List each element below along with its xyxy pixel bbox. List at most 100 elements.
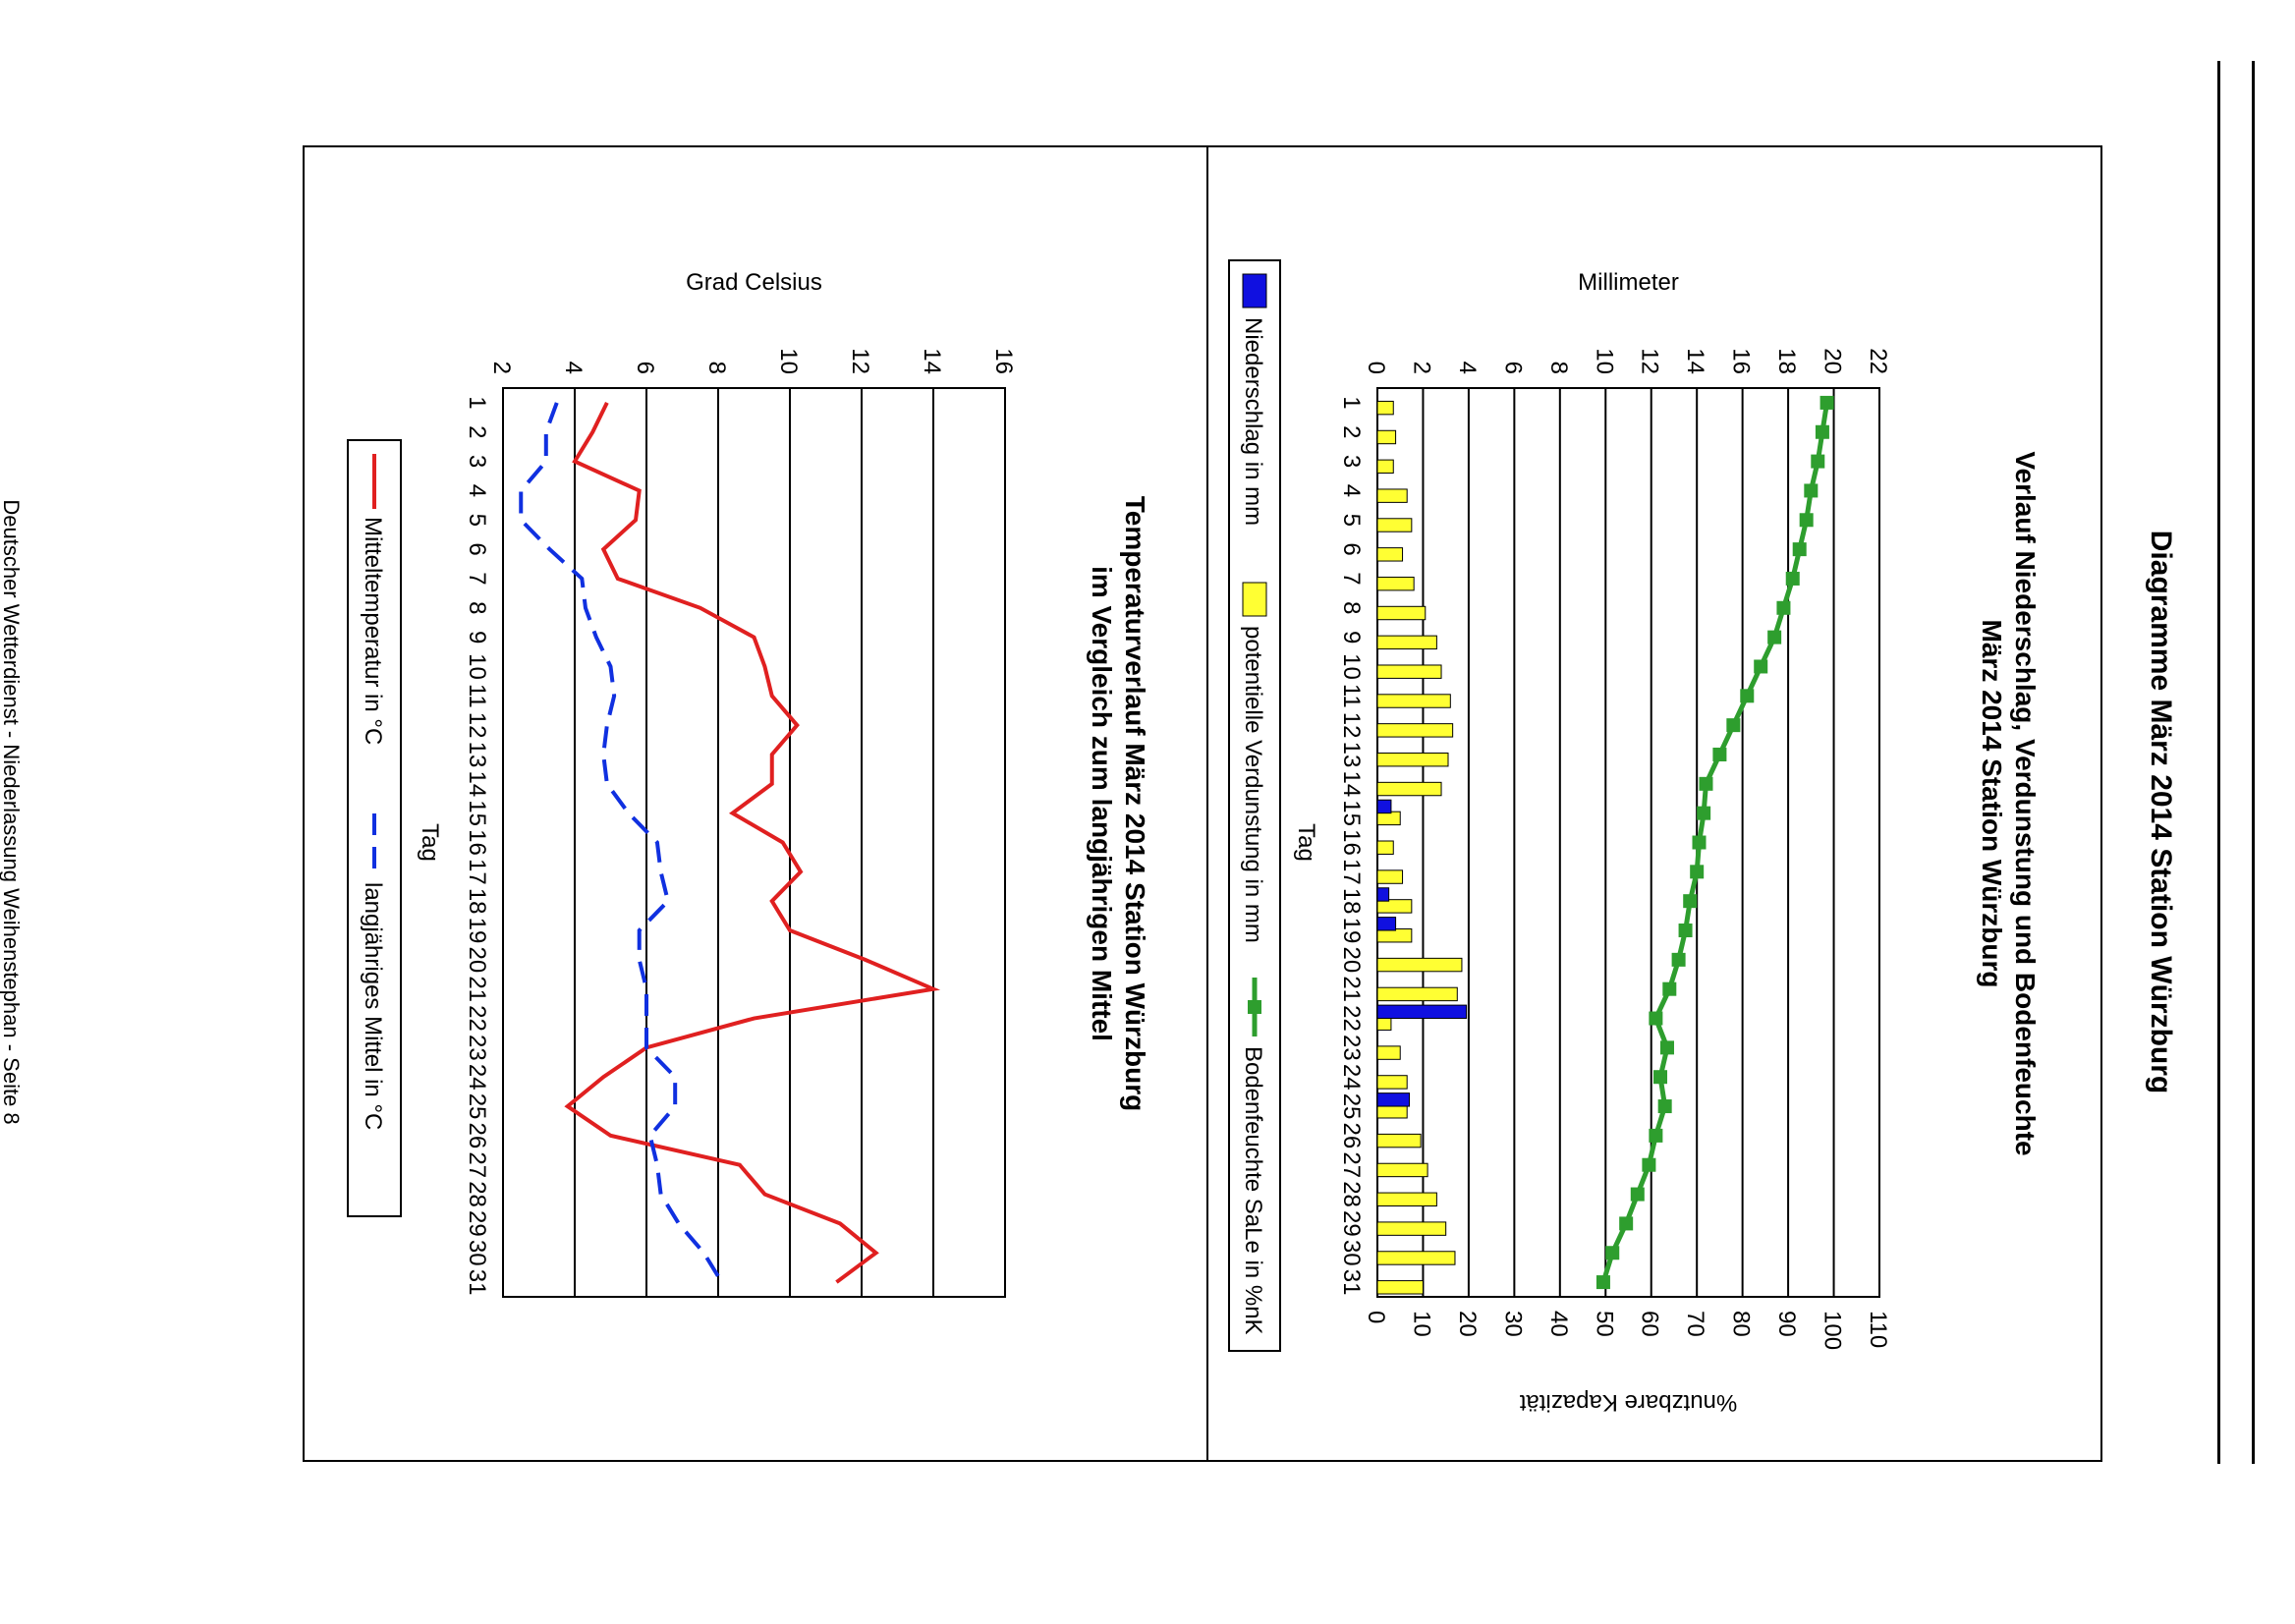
x-tick-label: 14	[1338, 770, 1365, 797]
soil-moisture-marker	[1697, 806, 1711, 820]
x-tick-label: 29	[1338, 1210, 1365, 1237]
y-axis-title: Grad Celsius	[686, 269, 822, 296]
x-tick-label: 11	[1338, 684, 1365, 708]
evaporation-bar	[1376, 400, 1394, 416]
x-tick-label: 28	[464, 1181, 490, 1207]
y-tick-label: 8	[1545, 362, 1572, 374]
y2-tick-label: 40	[1545, 1311, 1572, 1337]
legend-label-soil-moisture: Bodenfeuchte SaLe in %nK	[1240, 1046, 1266, 1335]
evaporation-bar	[1376, 1162, 1428, 1178]
evaporation-bar	[1376, 429, 1397, 445]
evaporation-bar	[1376, 1251, 1456, 1265]
evaporation-bar	[1376, 664, 1442, 679]
evaporation-bar	[1376, 1280, 1424, 1295]
x-tick-label: 15	[464, 800, 490, 826]
evaporation-bar	[1376, 605, 1427, 621]
evaporation-bar	[1376, 1192, 1437, 1207]
chart-panel-temperature: Temperaturverlauf März 2014 Station Würz…	[303, 145, 1208, 1462]
x-tick-label: 14	[464, 770, 490, 797]
x-tick-label: 18	[1338, 888, 1365, 915]
x-tick-label: 16	[464, 829, 490, 856]
evaporation-bar	[1376, 781, 1442, 797]
x-tick-label: 12	[1338, 712, 1365, 739]
long-term-mean-line	[519, 402, 724, 1284]
x-tick-label: 22	[1338, 1005, 1365, 1032]
x-tick-label: 6	[464, 542, 490, 555]
x-tick-label: 26	[464, 1123, 490, 1149]
x-tick-label: 28	[1338, 1181, 1365, 1207]
soil-moisture-marker	[1776, 600, 1791, 615]
x-tick-label: 7	[464, 572, 490, 585]
x-tick-label: 12	[464, 712, 490, 739]
x-tick-label: 20	[464, 947, 490, 974]
y-tick-label: 0	[1363, 362, 1389, 374]
y-tick-label: 8	[703, 362, 730, 374]
y-axis-title: Millimeter	[1578, 269, 1679, 296]
x-tick-label: 3	[464, 455, 490, 468]
x-tick-label: 30	[464, 1240, 490, 1266]
top-rule-2	[2217, 61, 2220, 1464]
y2-tick-label: 90	[1773, 1311, 1800, 1337]
x-tick-label: 10	[464, 653, 490, 680]
x-tick-label: 2	[1338, 425, 1365, 438]
x-tick-label: 8	[1338, 601, 1365, 614]
y-tick-label: 14	[919, 348, 945, 374]
y-tick-label: 14	[1682, 348, 1708, 374]
y-tick-label: 2	[488, 362, 515, 374]
y2-tick-label: 10	[1408, 1311, 1434, 1337]
x-axis-title: Tag	[417, 823, 443, 862]
y-tick-label: 22	[1865, 348, 1891, 374]
soil-moisture-marker	[1649, 1128, 1663, 1143]
precipitation-bar	[1376, 799, 1392, 814]
soil-moisture-marker	[1811, 454, 1825, 469]
soil-moisture-marker	[1767, 630, 1782, 644]
x-tick-label: 30	[1338, 1240, 1365, 1266]
soil-moisture-marker	[1692, 835, 1707, 850]
evaporation-bar	[1376, 459, 1394, 475]
legend-label-precipitation: Niederschlag in mm	[1240, 317, 1266, 526]
soil-moisture-marker	[1671, 952, 1686, 967]
x-tick-label: 29	[464, 1210, 490, 1237]
legend-label-evaporation: potentielle Verdunstung in mm	[1240, 626, 1266, 943]
x-tick-label: 31	[464, 1269, 490, 1296]
x-tick-label: 16	[1338, 829, 1365, 856]
soil-moisture-marker	[1678, 924, 1693, 938]
evaporation-bar	[1376, 1045, 1401, 1060]
x-tick-label: 24	[464, 1064, 490, 1091]
soil-moisture-marker	[1662, 981, 1677, 996]
x-tick-label: 7	[1338, 572, 1365, 585]
precipitation-bar	[1376, 887, 1390, 902]
evaporation-bar	[1376, 1221, 1447, 1236]
legend-swatch-precipitation	[1242, 273, 1267, 308]
soil-moisture-marker	[1754, 659, 1768, 674]
x-tick-label: 19	[1338, 918, 1365, 944]
soil-moisture-line	[1600, 402, 1830, 1283]
y2-tick-label: 110	[1865, 1311, 1891, 1348]
y2-tick-label: 80	[1728, 1311, 1755, 1337]
x-tick-label: 10	[1338, 653, 1365, 680]
soil-moisture-marker	[1712, 747, 1727, 761]
y2-tick-label: 0	[1363, 1311, 1389, 1323]
x-tick-label: 25	[464, 1093, 490, 1120]
soil-moisture-marker	[1653, 1070, 1668, 1085]
precipitation-bar	[1376, 1092, 1411, 1107]
x-tick-label: 17	[1338, 859, 1365, 885]
soil-moisture-marker	[1605, 1246, 1620, 1260]
x-tick-label: 26	[1338, 1123, 1365, 1149]
evaporation-bar	[1376, 518, 1413, 532]
y2-axis-title: %nutzbare Kapazität	[1519, 1389, 1737, 1416]
precipitation-bar	[1376, 1004, 1468, 1020]
x-tick-label: 21	[1338, 976, 1365, 1002]
evaporation-bar	[1376, 547, 1404, 562]
x-tick-label: 15	[1338, 800, 1365, 826]
x-axis-title: Tag	[1293, 823, 1319, 862]
x-tick-label: 18	[464, 888, 490, 915]
x-tick-label: 22	[464, 1005, 490, 1032]
page-heading: Diagramme März 2014 Station Würzburg	[2145, 530, 2177, 1094]
evaporation-bar	[1376, 723, 1454, 738]
page-footer: Deutscher Wetterdienst - Niederlassung W…	[0, 499, 24, 1125]
y-tick-label: 20	[1819, 348, 1846, 374]
x-tick-label: 19	[464, 918, 490, 944]
x-tick-label: 23	[464, 1035, 490, 1061]
chart2-svg: 2 4 6 8 10 12 14 161234567891011121314151617181…	[347, 269, 1017, 1298]
